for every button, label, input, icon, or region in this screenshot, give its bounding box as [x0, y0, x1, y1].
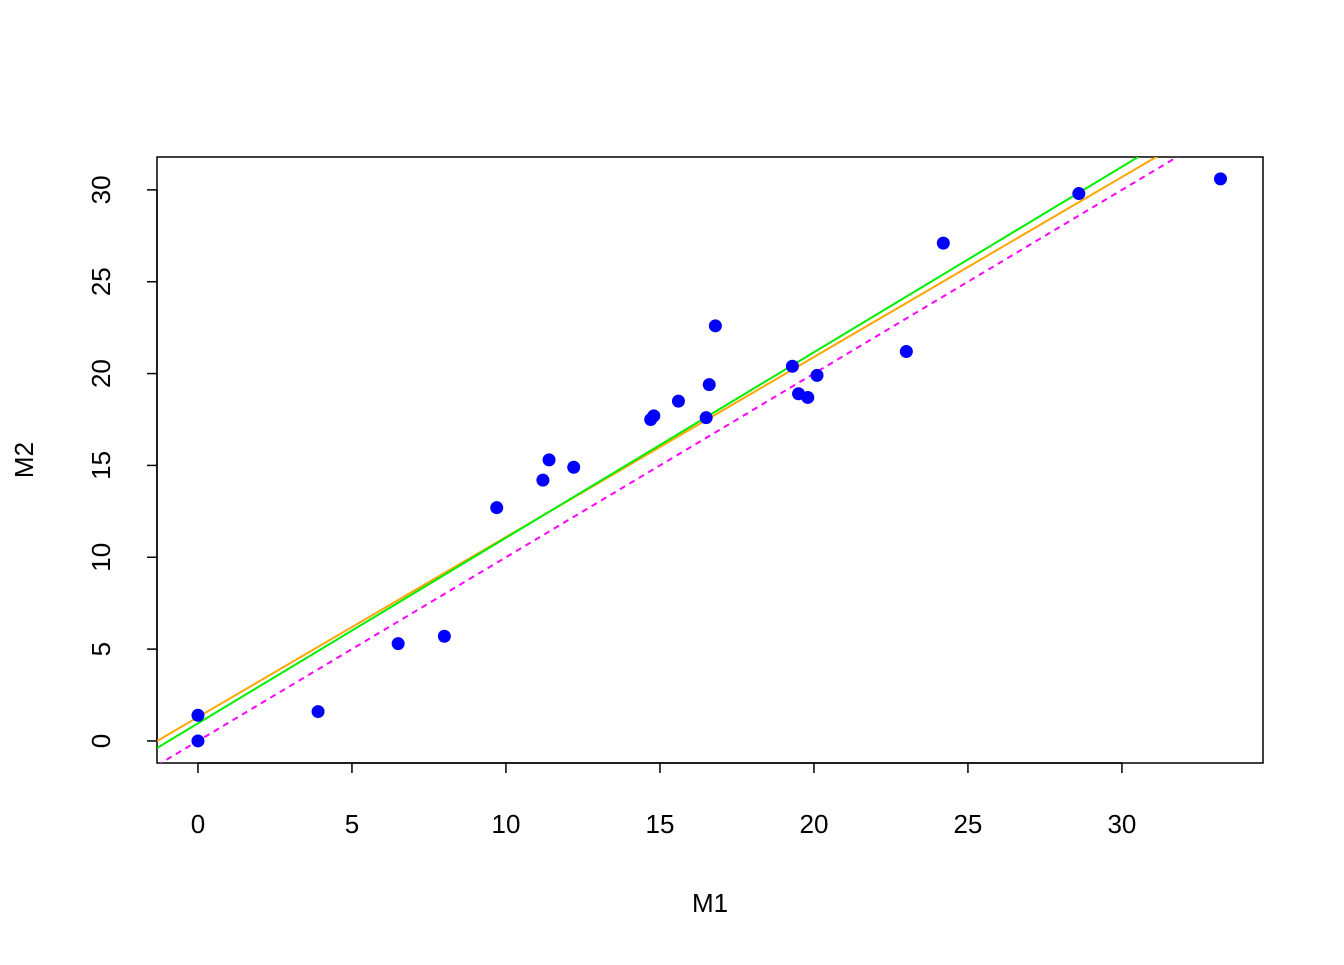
point — [801, 390, 815, 404]
y-tick-label: 20 — [86, 359, 116, 388]
point — [785, 359, 799, 373]
point — [1072, 187, 1086, 201]
y-tick-label: 25 — [86, 267, 116, 296]
point — [437, 629, 451, 643]
y-tick-label: 10 — [86, 543, 116, 572]
point — [708, 319, 722, 333]
point — [490, 501, 504, 515]
x-tick-label: 20 — [799, 809, 828, 839]
point — [311, 705, 325, 719]
y-tick-label: 0 — [86, 734, 116, 748]
point — [810, 368, 824, 382]
point — [936, 236, 950, 250]
y-tick-label: 15 — [86, 451, 116, 480]
point — [899, 345, 913, 359]
x-tick-label: 30 — [1107, 809, 1136, 839]
point — [391, 637, 405, 651]
x-tick-label: 10 — [491, 809, 520, 839]
point — [191, 734, 205, 748]
point — [536, 473, 550, 487]
point — [699, 411, 713, 425]
point — [1213, 172, 1227, 186]
point — [542, 453, 556, 467]
point — [647, 409, 661, 423]
point — [191, 708, 205, 722]
y-axis-label: M2 — [9, 442, 39, 478]
point — [567, 460, 581, 474]
fit-line — [159, 157, 1180, 763]
point — [702, 378, 716, 392]
y-tick-label: 30 — [86, 175, 116, 204]
x-tick-label: 15 — [645, 809, 674, 839]
x-tick-label: 0 — [191, 809, 205, 839]
x-axis-label: M1 — [692, 888, 728, 918]
x-tick-label: 25 — [953, 809, 982, 839]
plot-frame — [156, 156, 1264, 764]
point — [671, 394, 685, 408]
y-tick-label: 5 — [86, 642, 116, 656]
x-tick-label: 5 — [345, 809, 359, 839]
